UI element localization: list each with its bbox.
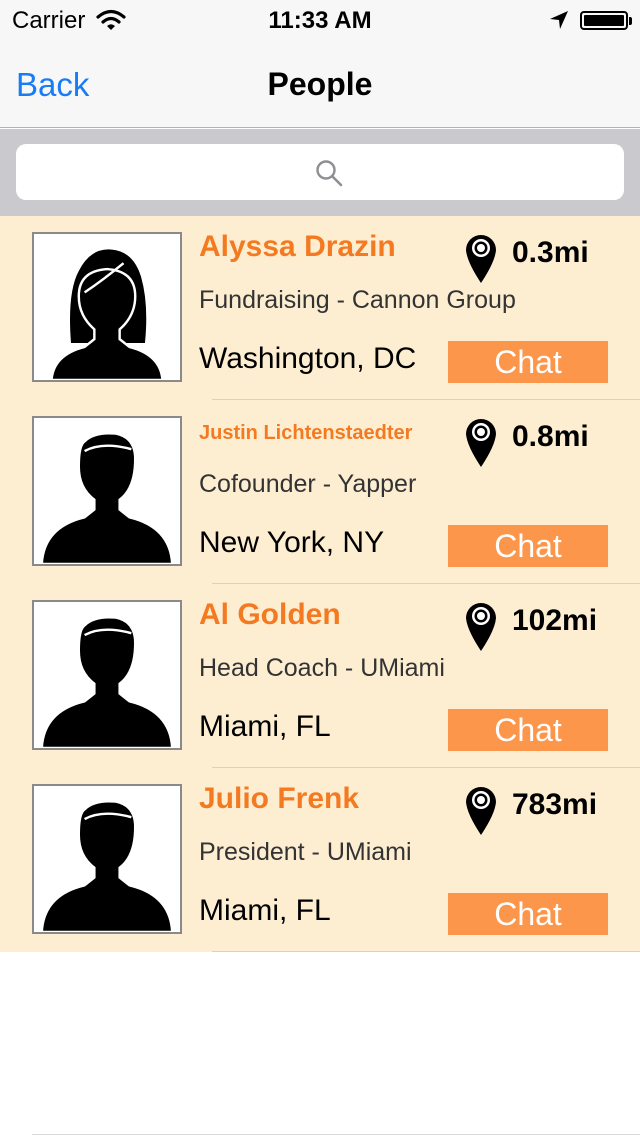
bottom-divider: [32, 1134, 640, 1135]
chat-button[interactable]: Chat: [448, 709, 608, 751]
person-city: Washington, DC: [199, 342, 417, 375]
person-role: Cofounder - Yapper: [199, 470, 417, 498]
search-input[interactable]: [16, 144, 624, 200]
location-pin-icon: [466, 235, 496, 283]
person-city: Miami, FL: [199, 894, 331, 927]
status-time: 11:33 AM: [268, 7, 372, 34]
distance-label: 0.8mi: [512, 420, 589, 453]
avatar: [32, 416, 182, 566]
person-role: Fundraising - Cannon Group: [199, 286, 516, 314]
location-pin-icon: [466, 419, 496, 467]
search-icon: [316, 160, 343, 187]
list-item[interactable]: Al Golden 102mi Head Coach - UMiami Miam…: [0, 584, 640, 768]
male-silhouette-icon: [40, 616, 174, 748]
female-silhouette-icon: [50, 249, 164, 380]
wifi-icon: [96, 9, 126, 30]
row-divider: [212, 583, 640, 584]
search-bar: [0, 129, 640, 216]
carrier-label: Carrier: [12, 7, 86, 34]
avatar: [32, 232, 182, 382]
people-list: Alyssa Drazin 0.3mi Fundraising - Cannon…: [0, 216, 640, 952]
distance-label: 783mi: [512, 788, 598, 821]
person-name: Al Golden: [199, 598, 341, 631]
avatar: [32, 600, 182, 750]
location-pin-icon: [466, 603, 496, 651]
distance-label: 102mi: [512, 604, 598, 637]
status-bar: Carrier 11:33 AM: [0, 0, 640, 40]
chat-button[interactable]: Chat: [448, 341, 608, 383]
list-item[interactable]: Justin Lichtenstaedter 0.8mi Cofounder -…: [0, 400, 640, 584]
navigation-bar: Back People: [0, 40, 640, 128]
person-name: Alyssa Drazin: [199, 230, 396, 263]
male-silhouette-icon: [40, 432, 174, 564]
location-pin-icon: [466, 787, 496, 835]
row-divider: [212, 951, 640, 952]
list-item[interactable]: Alyssa Drazin 0.3mi Fundraising - Cannon…: [0, 216, 640, 400]
distance-label: 0.3mi: [512, 236, 589, 269]
person-role: Head Coach - UMiami: [199, 654, 445, 682]
page-title: People: [267, 66, 373, 102]
list-item[interactable]: Julio Frenk 783mi President - UMiami Mia…: [0, 768, 640, 952]
battery-icon: [580, 11, 632, 30]
person-name: Julio Frenk: [199, 782, 360, 815]
avatar: [32, 784, 182, 934]
chat-button[interactable]: Chat: [448, 893, 608, 935]
back-button[interactable]: Back: [16, 66, 90, 103]
row-divider: [212, 767, 640, 768]
person-city: Miami, FL: [199, 710, 331, 743]
location-arrow-icon: [550, 11, 568, 29]
person-name: Justin Lichtenstaedter: [199, 422, 413, 444]
male-silhouette-icon: [40, 800, 174, 932]
chat-button[interactable]: Chat: [448, 525, 608, 567]
row-divider: [212, 399, 640, 400]
person-role: President - UMiami: [199, 838, 412, 866]
person-city: New York, NY: [199, 526, 385, 559]
